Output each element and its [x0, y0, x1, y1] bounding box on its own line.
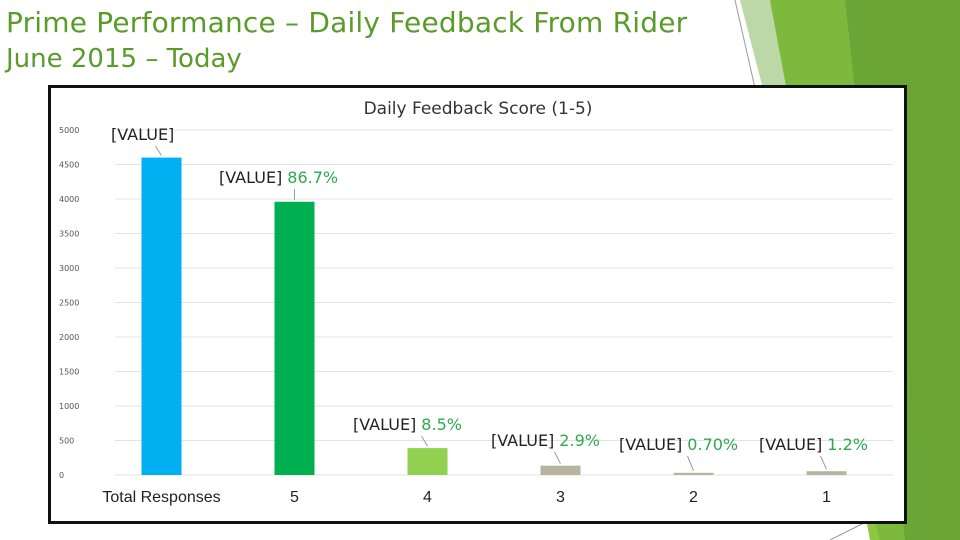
chart-title: Daily Feedback Score (1-5) [364, 99, 593, 119]
bar [673, 472, 714, 475]
data-label-percent: 8.5% [421, 415, 462, 434]
y-tick-label: 0 [59, 471, 64, 480]
data-label: [VALUE] 1.2% [759, 435, 868, 454]
slide-subtitle: June 2015 – Today [6, 44, 242, 74]
label-leader-line [155, 145, 162, 156]
bar-chart: Daily Feedback Score (1-5) 0 500 1000 1500 2… [59, 99, 893, 506]
bar [407, 448, 448, 475]
data-label-value: [VALUE] [353, 415, 416, 434]
data-label-value: [VALUE] [619, 435, 682, 454]
data-label: [VALUE] [111, 125, 174, 144]
x-category-label: 4 [423, 489, 432, 506]
y-axis-ticks: 0 500 1000 1500 2000 2500 3000 3500 4000 4500 5000 [59, 126, 79, 480]
y-tick-label: 2500 [59, 299, 79, 308]
x-category-label: Total Responses [102, 489, 220, 506]
y-tick-label: 1000 [59, 402, 79, 411]
y-tick-label: 3000 [59, 264, 79, 273]
data-label-value: [VALUE] [111, 125, 174, 144]
y-tick-label: 5000 [59, 126, 79, 135]
data-label: [VALUE] 8.5% [353, 415, 462, 434]
data-label-percent: 0.70% [687, 435, 738, 454]
y-tick-label: 3500 [59, 230, 79, 239]
y-tick-label: 1500 [59, 368, 79, 377]
data-label-percent: 2.9% [559, 431, 600, 450]
data-label-percent: 86.7% [287, 168, 338, 187]
data-label-value: [VALUE] [759, 435, 822, 454]
chart-gridlines [115, 129, 893, 476]
data-label-value: [VALUE] [491, 431, 554, 450]
y-tick-label: 4000 [59, 195, 79, 204]
bar [274, 201, 315, 475]
x-category-label: 2 [689, 489, 698, 506]
slide-title: Prime Performance – Daily Feedback From … [6, 6, 688, 39]
data-label-percent: 1.2% [827, 435, 868, 454]
y-tick-label: 500 [59, 437, 74, 446]
label-leader-line [554, 451, 561, 464]
x-category-label: 5 [290, 489, 299, 506]
x-axis-categories: Total Responses 5 4 3 2 1 [102, 489, 831, 506]
data-label: [VALUE] 2.9% [491, 431, 600, 450]
x-category-label: 3 [556, 489, 565, 506]
bar [806, 471, 847, 475]
data-label: [VALUE] 0.70% [619, 435, 738, 454]
data-label-leaders [155, 145, 827, 471]
label-leader-line [820, 455, 827, 470]
data-label-value: [VALUE] [219, 168, 282, 187]
chart-bars [141, 157, 847, 475]
bar [540, 465, 581, 475]
y-tick-label: 2000 [59, 333, 79, 342]
chart-data-labels: [VALUE] [VALUE] 86.7% [VALUE] 8.5% [VALUE] 2.9… [111, 125, 868, 454]
label-leader-line [421, 435, 428, 447]
x-category-label: 1 [822, 489, 831, 506]
y-tick-label: 4500 [59, 161, 79, 170]
data-label: [VALUE] 86.7% [219, 168, 338, 187]
label-leader-line [687, 455, 694, 471]
bar [141, 157, 182, 475]
chart-frame: Daily Feedback Score (1-5) 0 500 1000 1500 2… [48, 85, 907, 524]
